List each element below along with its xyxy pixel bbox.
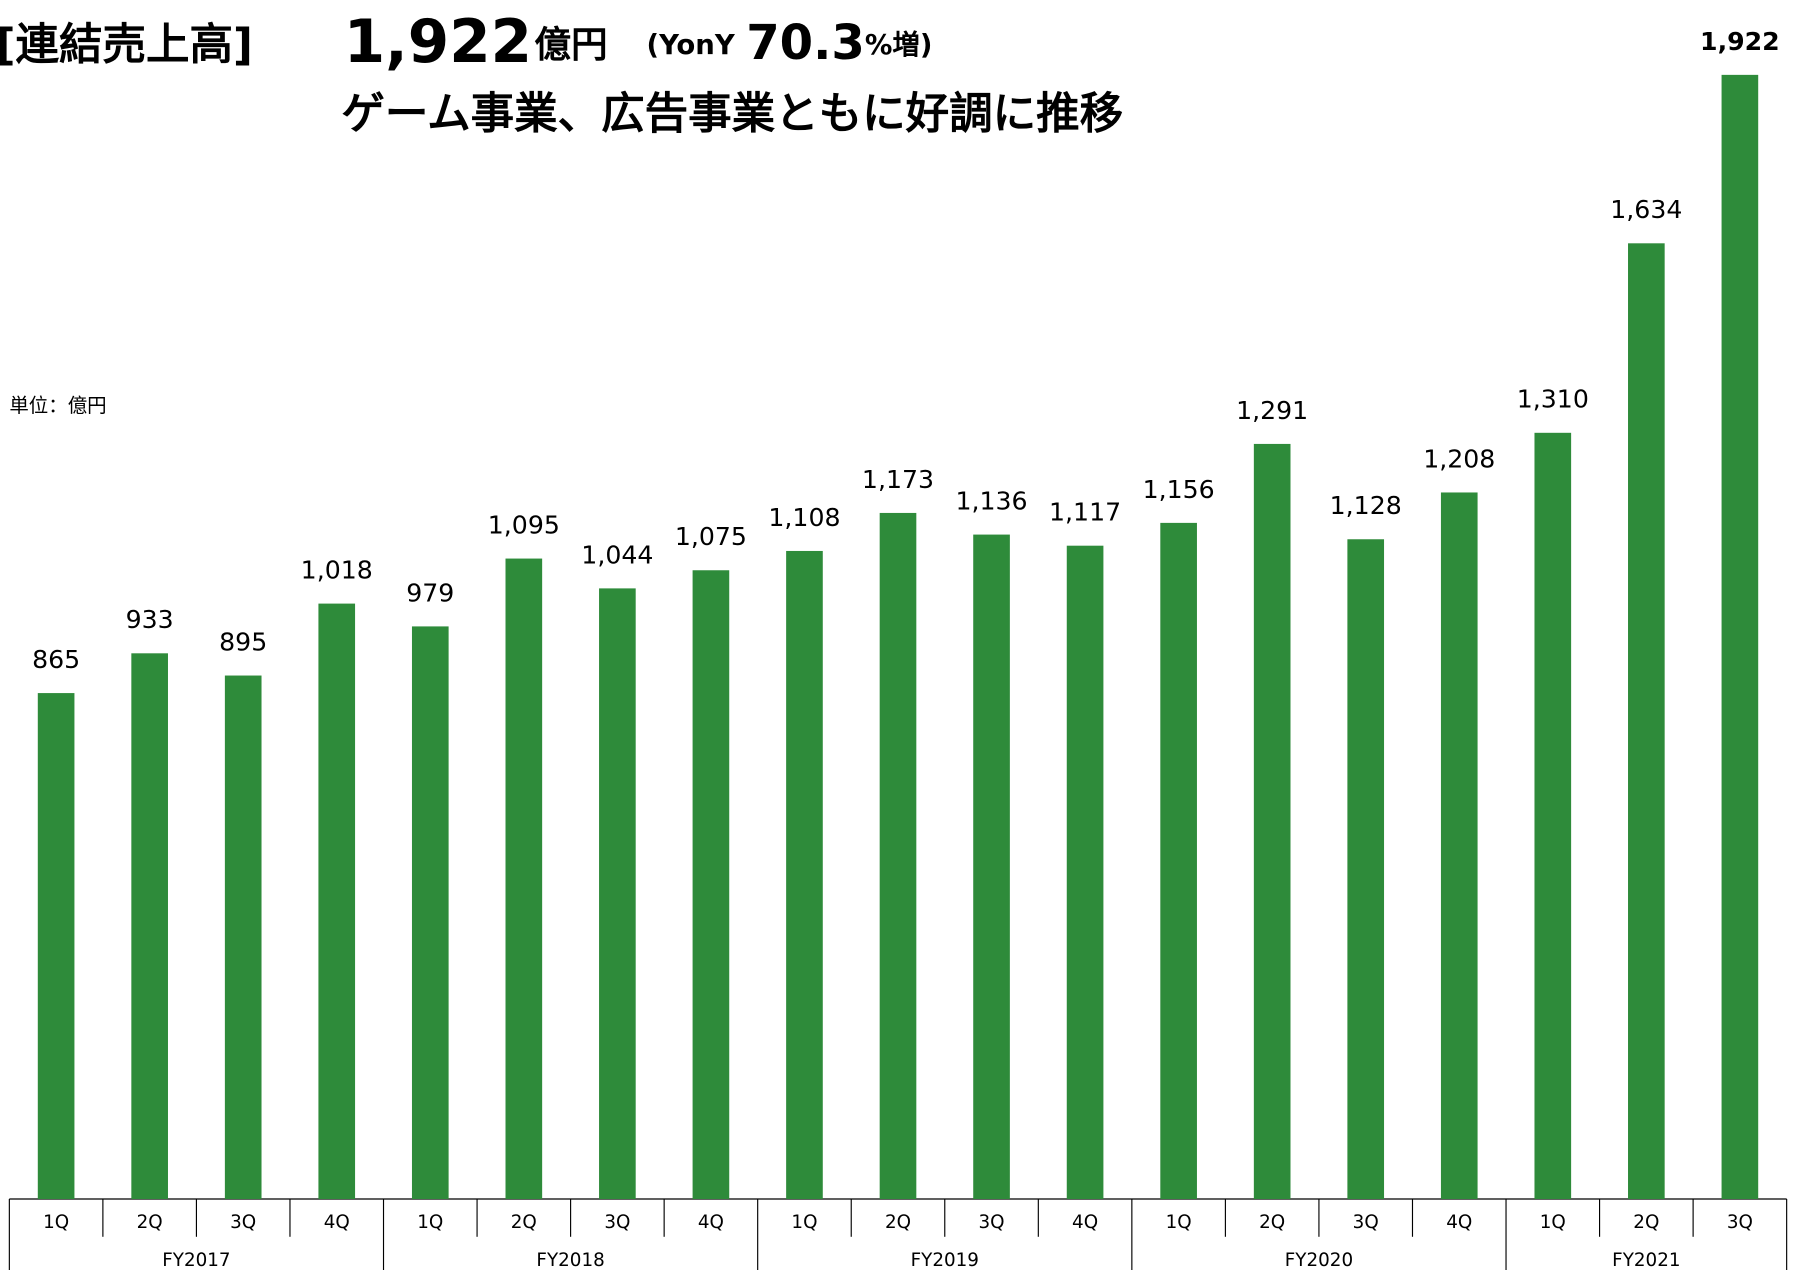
group-label: FY2018 [536,1250,604,1270]
bar [1721,74,1759,1199]
value-label: 1,095 [488,510,560,539]
bar [1628,243,1665,1199]
bar [1253,443,1291,1199]
bar [318,603,356,1199]
x-tick-label: 2Q [1633,1212,1659,1233]
x-tick-label: 3Q [979,1212,1005,1233]
yoy-value: 70.3 [746,15,865,71]
value-label: 1,108 [768,503,840,532]
bar [973,534,1010,1199]
bar [692,570,730,1199]
x-tick-label: 1Q [1166,1212,1192,1233]
bar [1160,522,1197,1199]
bar [1534,432,1572,1199]
group-label: FY2021 [1612,1250,1680,1270]
value-label: 1,128 [1330,491,1402,520]
value-label: 1,291 [1236,396,1308,425]
value-label: 1,136 [955,487,1027,516]
amount-unit: 億円 [534,22,607,65]
x-tick-label: 3Q [604,1212,630,1233]
x-tick-label: 4Q [698,1212,724,1233]
group-label: FY2019 [911,1250,979,1270]
subtitle: ゲーム事業、広告事業ともに好調に推移 [341,89,1123,139]
value-label: 865 [32,645,80,674]
x-tick-label: 2Q [137,1212,163,1233]
value-label: 1,156 [1143,475,1215,504]
x-tick-label: 2Q [1259,1212,1285,1233]
x-tick-label: 2Q [511,1212,537,1233]
bar [224,675,262,1199]
x-tick-label: 4Q [1446,1212,1472,1233]
x-tick-label: 4Q [1072,1212,1098,1233]
yoy-prefix: (YonY [647,29,736,61]
value-label: 933 [126,605,174,634]
x-tick-label: 1Q [43,1212,69,1233]
bar [786,550,823,1199]
x-tick-label: 3Q [1353,1212,1379,1233]
x-tick-label: 1Q [791,1212,817,1233]
value-label: 1,634 [1610,195,1682,224]
chart-title: [連結売上高] [0,21,253,71]
x-tick-label: 1Q [417,1212,443,1233]
value-label: 1,018 [301,556,373,585]
value-label: 1,208 [1423,444,1495,473]
x-tick-label: 3Q [230,1212,256,1233]
bar [1440,492,1478,1199]
bar [599,588,636,1199]
bar [411,626,449,1199]
x-tick-label: 4Q [324,1212,350,1233]
bar [131,653,168,1199]
amount: 1,922 [344,8,532,77]
value-label: 1,922 [1700,27,1780,56]
bar [879,512,917,1199]
unit-label: 単位：億円 [9,394,106,417]
value-label: 1,117 [1049,498,1121,527]
bar [37,693,75,1199]
value-label: 895 [219,627,267,656]
group-label: FY2017 [162,1250,230,1270]
bar [505,558,543,1199]
value-label: 1,044 [581,540,653,569]
x-tick-label: 3Q [1727,1212,1753,1233]
group-label: FY2020 [1285,1250,1353,1270]
yoy-suffix: %増) [865,29,933,61]
x-tick-label: 1Q [1540,1212,1566,1233]
value-label: 979 [406,578,454,607]
x-tick-label: 2Q [885,1212,911,1233]
headline: 1,922億円 (YonY 70.3%増) [344,8,933,77]
value-label: 1,075 [675,522,747,551]
bar [1066,545,1104,1199]
value-label: 1,173 [862,465,934,494]
bar [1347,539,1385,1199]
value-label: 1,310 [1517,385,1589,414]
